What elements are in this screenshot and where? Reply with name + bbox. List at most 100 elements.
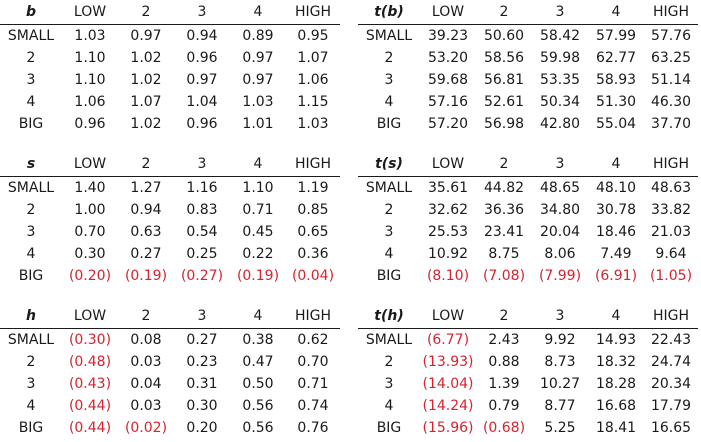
value-cell: 39.23 bbox=[427, 27, 469, 44]
value-cell: 34.80 bbox=[539, 201, 581, 218]
value-cell: 1.02 bbox=[130, 49, 162, 66]
header-row: s LOW 2 3 4 HIGH bbox=[0, 152, 340, 177]
row-label: 4 bbox=[384, 245, 394, 262]
row-label: 2 bbox=[384, 353, 394, 370]
value-cell: 0.95 bbox=[297, 27, 329, 44]
table-label: b bbox=[0, 0, 62, 25]
value-cell: 0.03 bbox=[130, 397, 162, 414]
table-tb: t(b) LOW 2 3 4 HIGH SMALL 39.23 50.60 58.42 57.99 5… bbox=[358, 0, 698, 135]
value-cell: 0.04 bbox=[130, 375, 162, 392]
value-cell: 53.35 bbox=[539, 71, 581, 88]
row-label: 4 bbox=[384, 397, 394, 414]
value-cell: 42.80 bbox=[539, 115, 581, 132]
table-s-panel: s LOW 2 3 4 HIGH SMALL 1.40 1.27 1.16 1.10 1.19 2 1.0… bbox=[0, 152, 340, 287]
value-cell: 0.94 bbox=[186, 27, 218, 44]
value-cell: 0.74 bbox=[297, 397, 329, 414]
row-label: BIG bbox=[376, 115, 402, 132]
row-label: BIG bbox=[376, 267, 402, 284]
column-header: 3 bbox=[174, 304, 230, 329]
header-row: h LOW 2 3 4 HIGH bbox=[0, 304, 340, 329]
value-cell: (0.19) bbox=[124, 267, 168, 284]
table-row: SMALL (6.77) 2.43 9.92 14.93 22.43 bbox=[358, 329, 698, 352]
value-cell: 18.41 bbox=[595, 419, 637, 436]
row-label: 3 bbox=[26, 223, 36, 240]
value-cell: (1.05) bbox=[649, 267, 693, 284]
value-cell: 25.53 bbox=[427, 223, 469, 240]
value-cell: 0.85 bbox=[297, 201, 329, 218]
column-header: LOW bbox=[62, 0, 118, 25]
value-cell: 48.65 bbox=[539, 179, 581, 196]
table-row: 3 59.68 56.81 53.35 58.93 51.14 bbox=[358, 69, 698, 91]
column-header: 4 bbox=[230, 152, 286, 177]
table-row: 2 32.62 36.36 34.80 30.78 33.82 bbox=[358, 199, 698, 221]
header-row: t(b) LOW 2 3 4 HIGH bbox=[358, 0, 698, 25]
value-cell: 1.10 bbox=[74, 49, 106, 66]
table-h: h LOW 2 3 4 HIGH SMALL (0.30) 0.08 0.27 0.38 0.62 2(… bbox=[0, 304, 340, 439]
table-h-panel: h LOW 2 3 4 HIGH SMALL (0.30) 0.08 0.27 0.38 0.62 2(… bbox=[0, 304, 340, 439]
value-cell: 0.96 bbox=[74, 115, 106, 132]
row-label: 3 bbox=[384, 223, 394, 240]
row-label: 4 bbox=[26, 397, 36, 414]
row-label: BIG bbox=[18, 115, 44, 132]
column-header: 2 bbox=[476, 304, 532, 329]
value-cell: (0.30) bbox=[68, 331, 112, 348]
column-header: LOW bbox=[420, 0, 476, 25]
value-cell: 0.36 bbox=[297, 245, 329, 262]
value-cell: 20.04 bbox=[539, 223, 581, 240]
value-cell: 44.82 bbox=[483, 179, 525, 196]
table-row: 2 53.20 58.56 59.98 62.77 63.25 bbox=[358, 47, 698, 69]
row-label: SMALL bbox=[7, 331, 55, 348]
value-cell: 37.70 bbox=[650, 115, 692, 132]
table-row: 3 (0.43) 0.04 0.31 0.50 0.71 bbox=[0, 373, 340, 395]
table-row: 3 25.53 23.41 20.04 18.46 21.03 bbox=[358, 221, 698, 243]
value-cell: (0.44) bbox=[68, 397, 112, 414]
value-cell: 0.97 bbox=[242, 49, 274, 66]
table-row: 4 0.30 0.27 0.25 0.22 0.36 bbox=[0, 243, 340, 265]
value-cell: 0.03 bbox=[130, 353, 162, 370]
value-cell: (0.48) bbox=[68, 353, 112, 370]
value-cell: 48.10 bbox=[595, 179, 637, 196]
value-cell: 57.99 bbox=[595, 27, 637, 44]
value-cell: 0.97 bbox=[130, 27, 162, 44]
table-ts: t(s) LOW 2 3 4 HIGH SMALL 35.61 44.82 48.65 48.10 4… bbox=[358, 152, 698, 287]
value-cell: (0.44) bbox=[68, 419, 112, 436]
column-header: 2 bbox=[476, 0, 532, 25]
value-cell: 18.46 bbox=[595, 223, 637, 240]
value-cell: 1.04 bbox=[186, 93, 218, 110]
header-row: b LOW 2 3 4 HIGH bbox=[0, 0, 340, 25]
value-cell: 0.56 bbox=[242, 419, 274, 436]
table-label: t(b) bbox=[358, 0, 420, 25]
value-cell: 58.93 bbox=[595, 71, 637, 88]
value-cell: (14.04) bbox=[422, 375, 474, 392]
column-header: 3 bbox=[174, 152, 230, 177]
table-row: SMALL 1.03 0.97 0.94 0.89 0.95 bbox=[0, 25, 340, 48]
column-header: LOW bbox=[420, 152, 476, 177]
row-label: 3 bbox=[384, 375, 394, 392]
table-row: 4 1.06 1.07 1.04 1.03 1.15 bbox=[0, 91, 340, 113]
value-cell: 8.06 bbox=[544, 245, 576, 262]
table-b-panel: b LOW 2 3 4 HIGH SMALL 1.03 0.97 0.94 0.89 0.95 2 1.1… bbox=[0, 0, 340, 135]
value-cell: (0.27) bbox=[180, 267, 224, 284]
row-label: 3 bbox=[26, 375, 36, 392]
column-header: 4 bbox=[588, 152, 644, 177]
column-header: LOW bbox=[420, 304, 476, 329]
value-cell: 17.79 bbox=[650, 397, 692, 414]
value-cell: 57.16 bbox=[427, 93, 469, 110]
row-label: 3 bbox=[26, 71, 36, 88]
table-row: 2 (0.48) 0.03 0.23 0.47 0.70 bbox=[0, 351, 340, 373]
value-cell: 9.64 bbox=[655, 245, 687, 262]
value-cell: 1.03 bbox=[242, 93, 274, 110]
value-cell: 0.20 bbox=[186, 419, 218, 436]
value-cell: 33.82 bbox=[650, 201, 692, 218]
value-cell: 0.27 bbox=[130, 245, 162, 262]
value-cell: (13.93) bbox=[422, 353, 474, 370]
column-header: 3 bbox=[532, 152, 588, 177]
value-cell: 1.19 bbox=[297, 179, 329, 196]
value-cell: 1.40 bbox=[74, 179, 106, 196]
value-cell: 24.74 bbox=[650, 353, 692, 370]
value-cell: 18.32 bbox=[595, 353, 637, 370]
value-cell: 0.79 bbox=[488, 397, 520, 414]
value-cell: 62.77 bbox=[595, 49, 637, 66]
table-row: SMALL 35.61 44.82 48.65 48.10 48.63 bbox=[358, 177, 698, 200]
value-cell: 0.23 bbox=[186, 353, 218, 370]
